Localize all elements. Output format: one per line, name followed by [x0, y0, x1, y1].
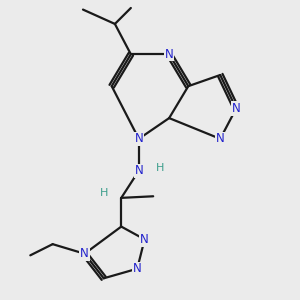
- Text: N: N: [216, 132, 225, 145]
- Text: H: H: [156, 163, 165, 173]
- Text: N: N: [133, 262, 142, 275]
- Text: N: N: [232, 102, 241, 115]
- Text: H: H: [100, 188, 108, 198]
- Text: N: N: [134, 164, 143, 177]
- Text: N: N: [140, 233, 149, 246]
- Text: N: N: [165, 48, 173, 61]
- Text: N: N: [80, 247, 89, 260]
- Text: N: N: [134, 132, 143, 145]
